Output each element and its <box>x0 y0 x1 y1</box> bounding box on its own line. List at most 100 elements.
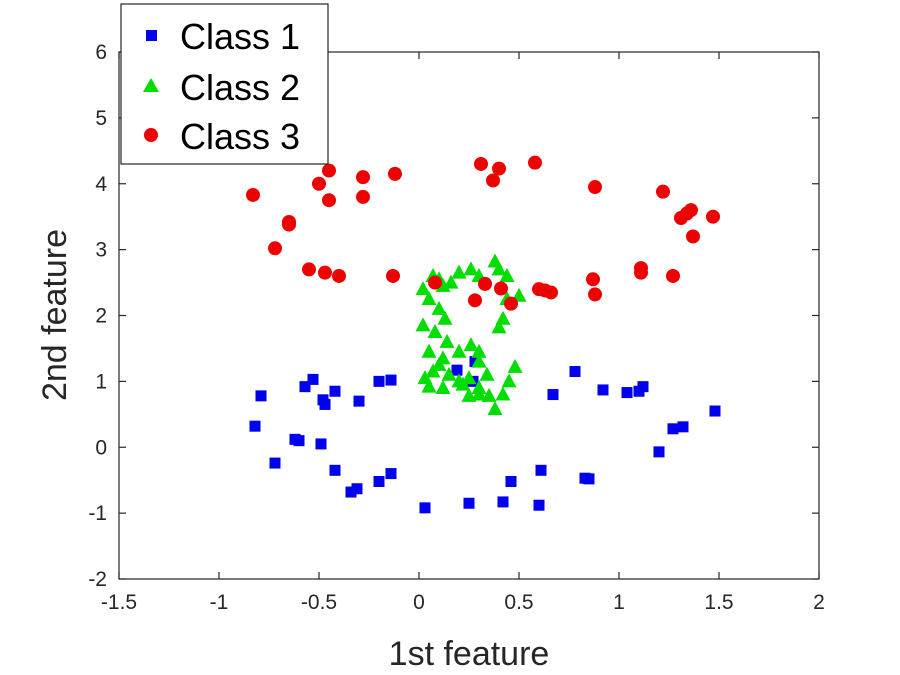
legend-label-class-1: Class 1 <box>180 16 300 57</box>
class-1-point <box>307 373 319 385</box>
class-2-point <box>471 353 487 368</box>
class-2-point <box>451 264 467 279</box>
class-3-point <box>268 241 282 256</box>
class-1-point <box>547 389 559 401</box>
class-1-point <box>249 420 261 432</box>
class-1-point <box>569 365 581 377</box>
x-tick-label: 0 <box>413 591 425 614</box>
class-2-point <box>431 356 447 371</box>
class-2-point <box>451 343 467 358</box>
class-2-point <box>461 370 477 385</box>
data-points <box>246 155 721 514</box>
legend-label-class-3: Class 3 <box>180 116 300 157</box>
class-1-point <box>621 387 633 399</box>
class-2-point <box>427 323 443 338</box>
x-tick-label: 0.5 <box>504 591 533 614</box>
class-1-point <box>653 446 665 458</box>
class-2-point <box>421 378 437 393</box>
legend-marker-square <box>146 30 157 41</box>
class-3-point <box>486 173 500 188</box>
class-3-point <box>322 163 336 178</box>
class-3-point <box>494 281 508 296</box>
class-1-point <box>373 476 385 488</box>
y-tick-label: 0 <box>95 436 107 459</box>
class-1-point <box>385 374 397 386</box>
class-3-point <box>356 170 370 185</box>
class-2-point <box>499 267 515 282</box>
class-3-point <box>468 293 482 308</box>
class-3-point <box>428 275 442 290</box>
class-3-point <box>386 268 400 283</box>
class-3-point <box>588 180 602 195</box>
class-1-point <box>255 390 267 402</box>
class-2-point <box>443 274 459 289</box>
class-2-point <box>441 366 457 381</box>
class-1-point <box>329 464 341 476</box>
legend-item-class-3: Class 3 <box>144 116 300 157</box>
class-2-point <box>415 317 431 332</box>
class-3-point <box>282 217 296 232</box>
y-tick-label: -1 <box>88 502 107 525</box>
class-3-point <box>666 268 680 283</box>
class-1-point <box>677 421 689 433</box>
class-3-point <box>544 285 558 300</box>
class-1-point <box>709 405 721 417</box>
class-1-point <box>293 435 305 447</box>
class-2-point <box>491 261 507 276</box>
class-1-point <box>353 395 365 407</box>
class-3-point <box>656 184 670 199</box>
class-2-point <box>507 358 523 373</box>
series-class-3 <box>246 155 720 311</box>
class-3-point <box>332 268 346 283</box>
legend-marker-circle <box>144 128 158 142</box>
y-tick-label: 3 <box>95 239 107 262</box>
y-axis-label: 2nd feature <box>36 229 74 401</box>
class-1-point <box>329 385 341 397</box>
class-2-point <box>481 387 497 402</box>
class-2-point <box>439 333 455 348</box>
class-3-point <box>318 265 332 280</box>
x-tick-label: 2 <box>813 591 825 614</box>
class-1-point <box>345 486 357 498</box>
y-tick-label: 1 <box>95 370 107 393</box>
class-1-point <box>667 423 679 435</box>
class-2-point <box>431 300 447 315</box>
class-2-point <box>421 343 437 358</box>
class-1-point <box>497 496 509 508</box>
legend-marker-triangle <box>143 78 159 92</box>
class-2-point <box>495 386 511 401</box>
class-3-point <box>492 161 506 176</box>
class-3-point <box>302 262 316 277</box>
class-1-point <box>319 398 331 410</box>
class-1-point <box>269 457 281 469</box>
class-1-point <box>597 384 609 396</box>
class-3-point <box>504 296 518 311</box>
class-1-point <box>373 375 385 387</box>
class-1-point <box>637 381 649 393</box>
y-tick-label: 4 <box>95 173 107 196</box>
x-axis-label: 1st feature <box>389 635 550 673</box>
class-2-point <box>479 366 495 381</box>
class-2-point <box>495 310 511 325</box>
legend-item-class-1: Class 1 <box>146 16 300 57</box>
axis-ticks: -1.5 -1 -0.5 0 0.5 1 1.5 2 -2 -1 0 1 2 3 4 5 6 <box>88 41 825 614</box>
class-3-point <box>528 155 542 170</box>
class-1-point <box>351 483 363 495</box>
x-tick-label: -0.5 <box>301 591 337 614</box>
class-2-point <box>463 337 479 352</box>
class-2-point <box>471 386 487 401</box>
class-1-point <box>505 476 517 488</box>
legend: Class 1 Class 2 Class 3 <box>120 3 329 165</box>
class-2-point <box>455 376 471 391</box>
class-2-point <box>463 261 479 276</box>
y-tick-label: 5 <box>95 107 107 130</box>
class-2-point <box>487 401 503 416</box>
y-tick-label: 2 <box>95 305 107 328</box>
class-3-point <box>634 265 648 280</box>
legend-item-class-2: Class 2 <box>143 67 300 108</box>
class-3-point <box>478 276 492 291</box>
class-3-point <box>388 166 402 181</box>
class-1-point <box>419 502 431 514</box>
class-1-point <box>463 497 475 509</box>
